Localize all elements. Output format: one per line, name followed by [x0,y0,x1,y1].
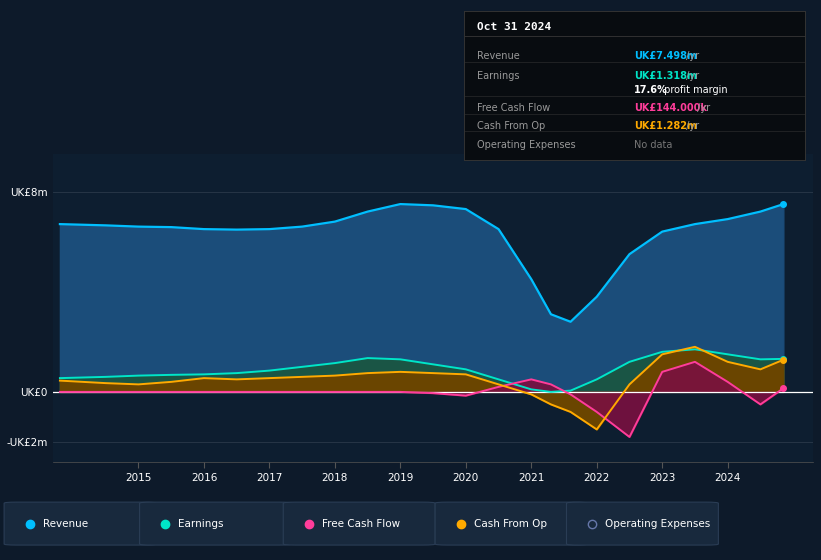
Text: Free Cash Flow: Free Cash Flow [478,103,551,113]
Text: Operating Expenses: Operating Expenses [605,519,710,529]
Text: /yr: /yr [695,103,710,113]
Text: UK£1.318m: UK£1.318m [635,71,697,81]
FancyBboxPatch shape [566,502,718,545]
Text: Cash From Op: Cash From Op [474,519,547,529]
FancyBboxPatch shape [140,502,291,545]
Text: /yr: /yr [683,121,699,131]
Text: Revenue: Revenue [43,519,88,529]
Text: 17.6%: 17.6% [635,86,668,95]
FancyBboxPatch shape [283,502,435,545]
Text: UK£144.000k: UK£144.000k [635,103,707,113]
Text: profit margin: profit margin [662,86,728,95]
Text: /yr: /yr [683,52,699,61]
Text: UK£7.498m: UK£7.498m [635,52,697,61]
Text: Cash From Op: Cash From Op [478,121,546,131]
Text: Oct 31 2024: Oct 31 2024 [478,22,552,31]
Text: UK£1.282m: UK£1.282m [635,121,697,131]
FancyBboxPatch shape [435,502,587,545]
Text: Earnings: Earnings [178,519,223,529]
Text: Free Cash Flow: Free Cash Flow [322,519,400,529]
Text: Operating Expenses: Operating Expenses [478,141,576,150]
Text: Revenue: Revenue [478,52,521,61]
Text: No data: No data [635,141,672,150]
FancyBboxPatch shape [4,502,156,545]
Text: /yr: /yr [683,71,699,81]
Text: Earnings: Earnings [478,71,520,81]
